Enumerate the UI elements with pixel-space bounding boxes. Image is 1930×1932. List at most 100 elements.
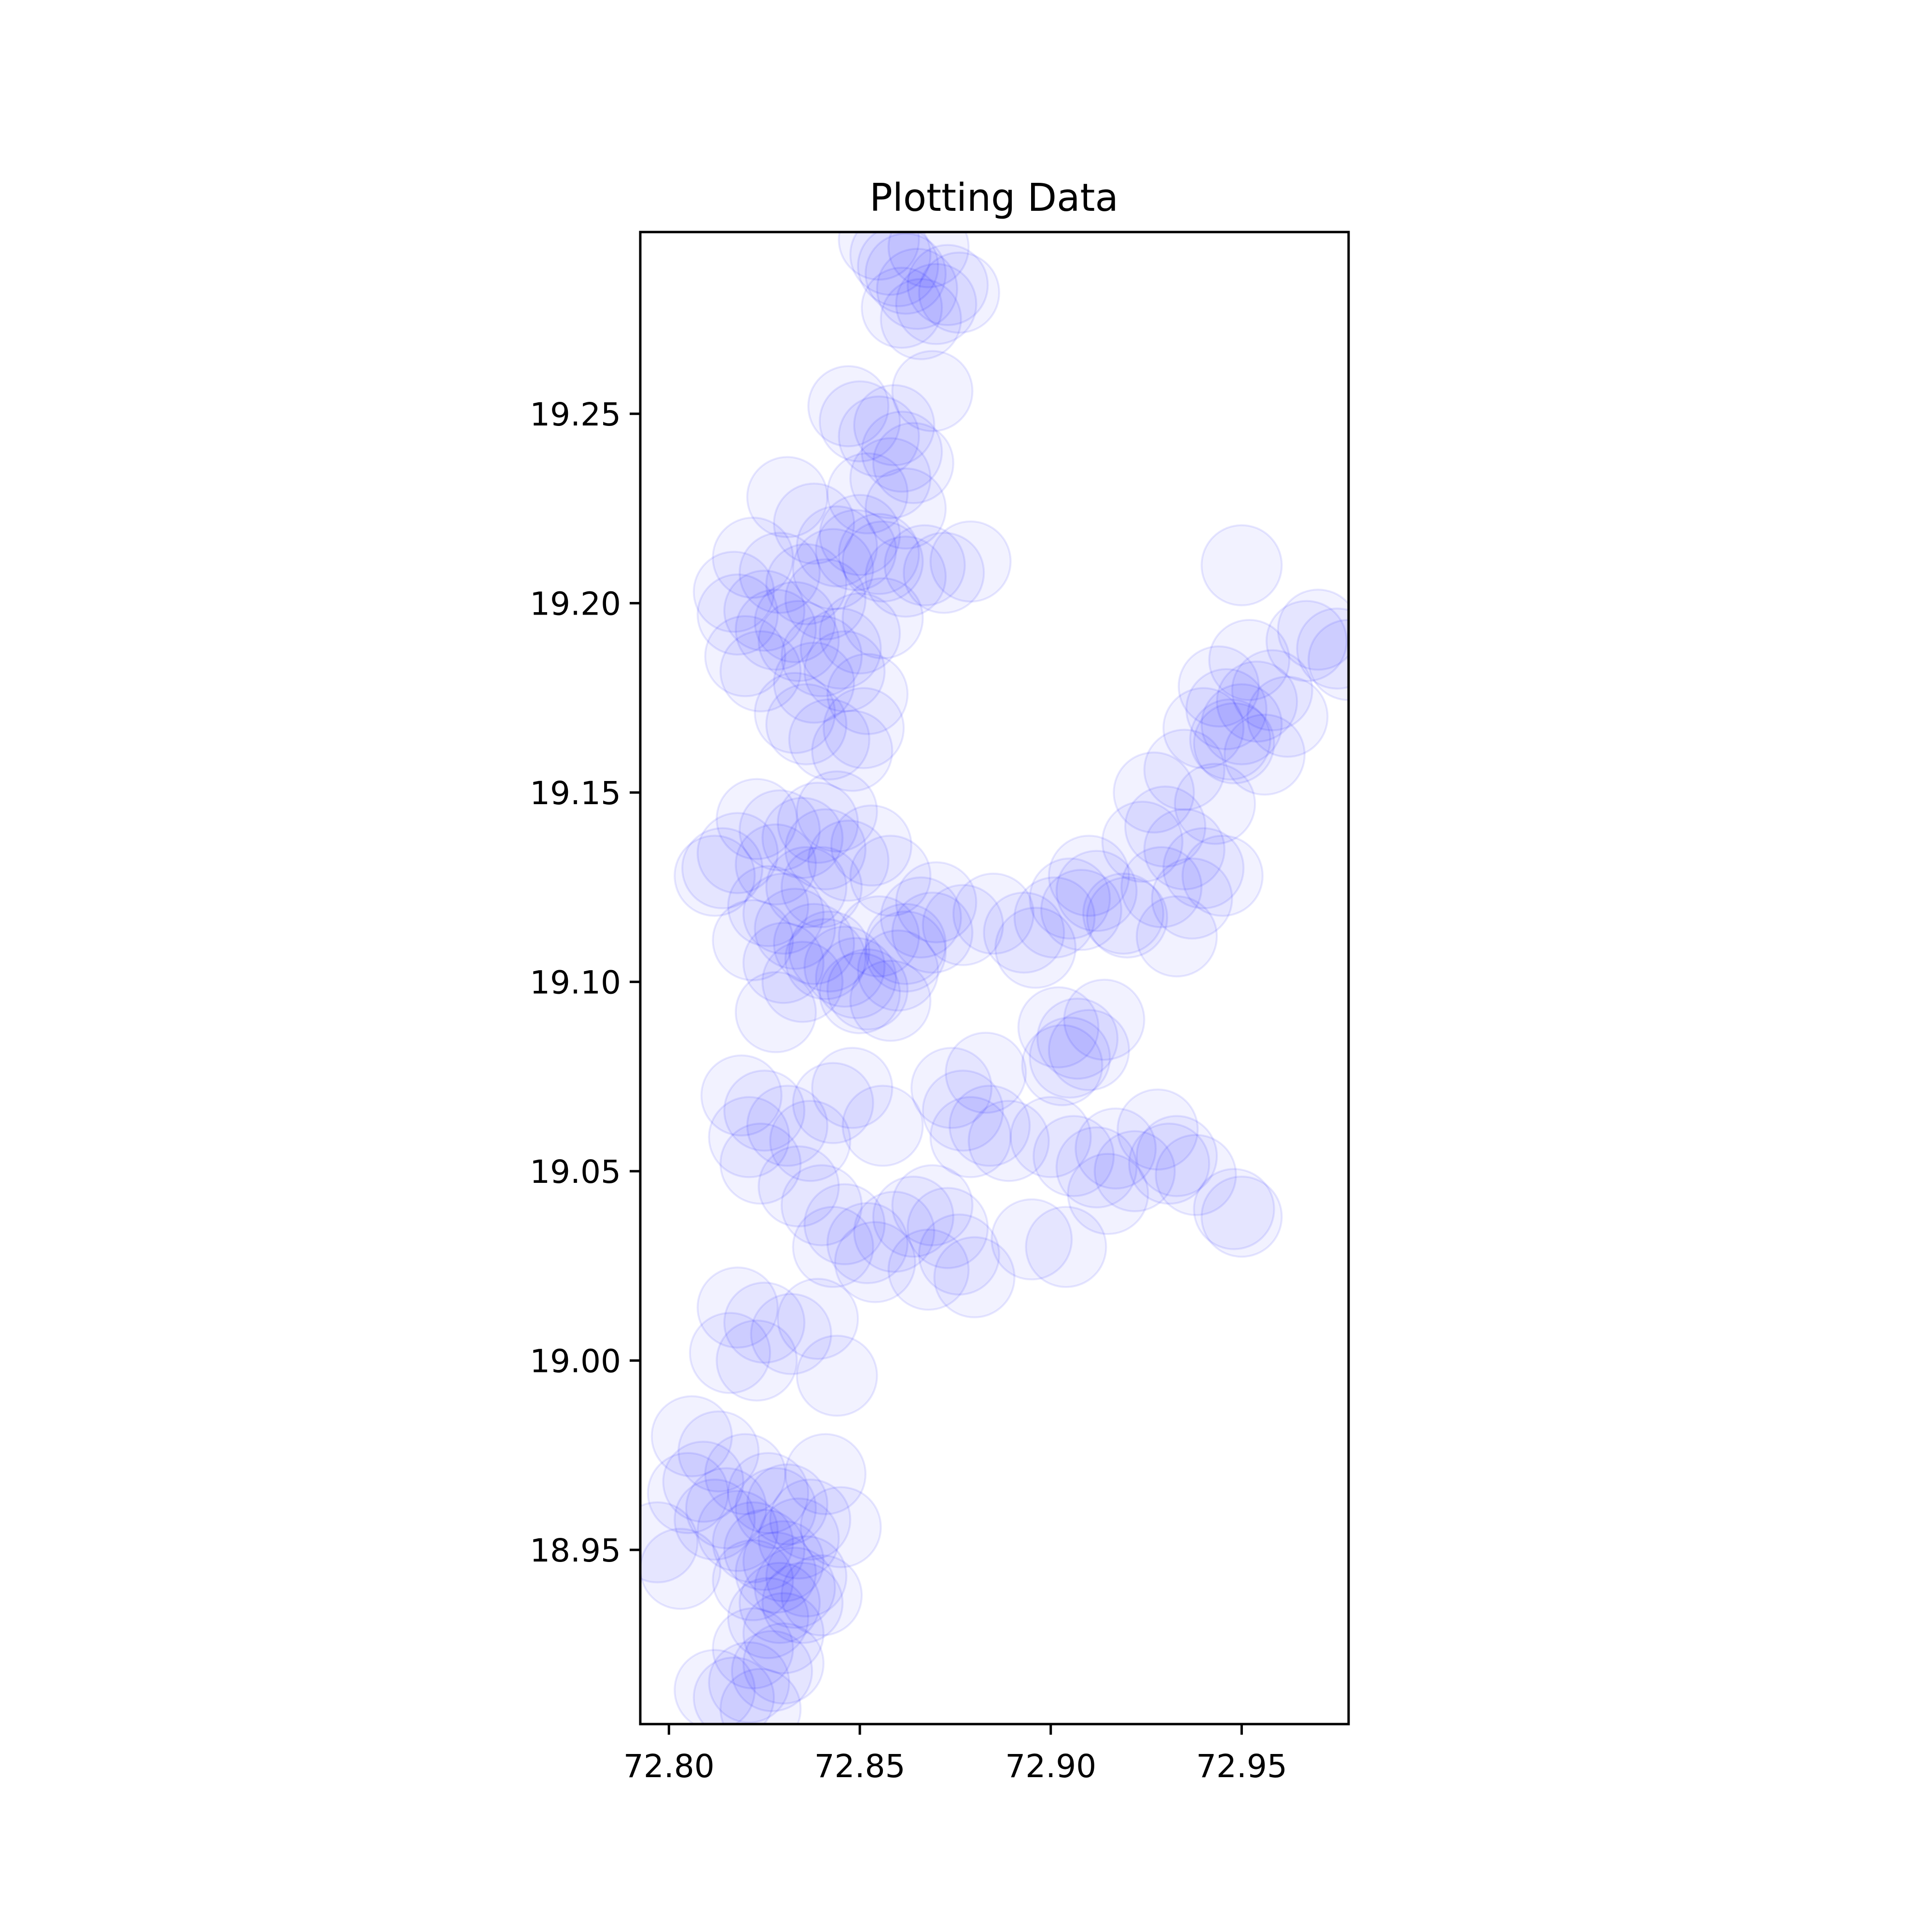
scatter-point: [1048, 835, 1130, 917]
scatter-point: [918, 1213, 1000, 1296]
scatter-point: [1113, 751, 1195, 834]
scatter-point: [761, 1562, 844, 1644]
scatter-point: [742, 872, 825, 955]
scatter-point: [1067, 1152, 1149, 1235]
scatter-point: [650, 1395, 733, 1478]
x-tick-label: 72.90: [1005, 1748, 1096, 1785]
scatter-point: [1277, 589, 1349, 671]
scatter-point: [1120, 846, 1203, 929]
scatter-point: [758, 600, 840, 682]
scatter-point: [826, 948, 909, 1031]
scatter-point: [800, 1486, 882, 1568]
chart-title: Plotting Data: [869, 176, 1118, 220]
scatter-point: [841, 577, 924, 659]
scatter-point: [849, 959, 932, 1042]
scatter-point: [1200, 524, 1283, 606]
scatter-point: [830, 804, 912, 887]
scatter-point: [780, 1554, 863, 1637]
scatter-point: [784, 1433, 867, 1515]
scatter-point: [1173, 763, 1256, 845]
scatter-point: [792, 528, 874, 610]
scatter-point: [712, 1539, 794, 1621]
scatter-point: [750, 1293, 832, 1375]
scatter-point: [758, 1145, 840, 1228]
scatter-point: [1177, 645, 1260, 728]
scatter-point: [734, 1531, 817, 1614]
scatter-point: [769, 1479, 852, 1561]
scatter-point: [1265, 600, 1348, 682]
scatter-point: [991, 1198, 1073, 1281]
scatter-point: [1117, 1088, 1199, 1171]
scatter-point: [853, 1191, 936, 1273]
scatter-point: [712, 1607, 794, 1690]
scatter-point: [734, 971, 817, 1054]
scatter-point: [719, 630, 802, 713]
scatter-point: [929, 1096, 1012, 1178]
scatter-point: [891, 350, 974, 432]
scatter-point: [765, 683, 848, 766]
scatter-point: [731, 1630, 813, 1713]
scatter-point: [1193, 1168, 1275, 1250]
scatter-point: [811, 1047, 894, 1129]
scatter-point: [849, 232, 932, 296]
scatter-point: [864, 535, 947, 618]
scatter-point: [1193, 702, 1275, 784]
scatter-point: [838, 232, 920, 281]
scatter-point: [765, 543, 848, 626]
scatter-point: [994, 906, 1077, 989]
scatter-point: [1029, 857, 1111, 940]
scatter-point: [818, 493, 901, 576]
scatter-point: [1200, 1176, 1283, 1258]
scatter-point: [738, 789, 821, 872]
scatter-point: [780, 1164, 863, 1247]
scatter-point: [696, 1266, 779, 1349]
scatter-point: [792, 1206, 874, 1288]
scatter-point: [849, 437, 932, 520]
points-layer: [640, 232, 1349, 1724]
scatter-point: [864, 467, 947, 550]
scatter-point: [822, 687, 905, 769]
scatter-point: [1189, 698, 1271, 781]
scatter-point: [640, 1528, 722, 1610]
scatter-point: [841, 1084, 924, 1167]
scatter-point: [727, 865, 810, 947]
scatter-point: [891, 891, 974, 974]
scatter-point: [734, 1467, 817, 1549]
scatter-point: [864, 233, 947, 315]
scatter-point: [692, 550, 775, 633]
y-tick-label: 19.25: [530, 396, 621, 433]
scatter-point: [1082, 872, 1165, 955]
scatter-point: [685, 1467, 768, 1549]
scatter-point: [967, 1100, 1050, 1182]
scatter-point: [727, 1452, 810, 1535]
scatter-point: [864, 910, 947, 993]
scatter-point: [1075, 1107, 1157, 1190]
scatter-point: [674, 835, 756, 917]
scatter-point: [807, 820, 890, 902]
scatter-point: [800, 607, 882, 690]
scatter-point: [708, 1096, 790, 1178]
scatter-point: [838, 513, 920, 595]
scatter-point: [796, 505, 878, 588]
scatter-point: [716, 1319, 798, 1402]
scatter-point: [1063, 978, 1145, 1061]
scatter-point: [788, 698, 870, 781]
scatter-point: [773, 482, 855, 565]
scatter-point: [803, 1183, 886, 1265]
scatter-point: [880, 876, 962, 959]
scatter-point: [1231, 649, 1313, 732]
scatter-point: [708, 1641, 790, 1724]
scatter-point: [1135, 1115, 1218, 1197]
scatter-point: [704, 615, 786, 698]
scatter-point: [841, 520, 924, 603]
scatter-point: [1025, 1206, 1107, 1288]
scatter-point: [723, 1508, 806, 1591]
scatter-point: [746, 1463, 828, 1546]
scatter-point: [1162, 827, 1245, 909]
scatter-point: [746, 1084, 828, 1167]
scatter-point: [1040, 869, 1123, 951]
scatter-point: [1162, 687, 1245, 769]
scatter-point: [1143, 808, 1226, 891]
scatter-point: [803, 630, 886, 713]
scatter-point: [738, 532, 821, 614]
